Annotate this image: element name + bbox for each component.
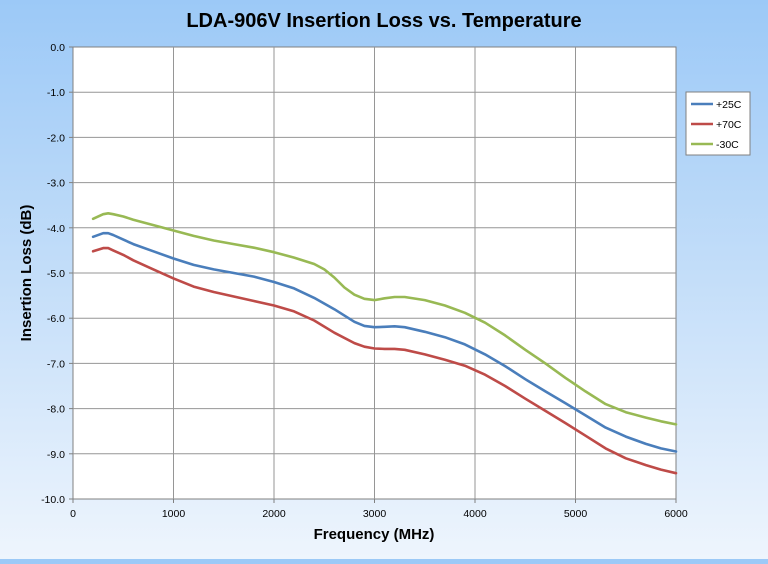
gridlines — [73, 47, 676, 499]
x-tick-label: 3000 — [363, 508, 387, 520]
y-tick-label: -1.0 — [47, 87, 65, 99]
legend-label: +25C — [716, 99, 742, 111]
x-tick-label: 6000 — [664, 508, 688, 520]
y-axis-ticks: 0.0 -1.0 -2.0 -3.0 -4.0 -5.0 -6.0 -7.0 -8.0 -9.0 -… — [41, 42, 73, 506]
x-tick-label: 0 — [70, 508, 76, 520]
legend-items: +25C +70C -30C — [691, 99, 742, 151]
x-tick-label: 1000 — [162, 508, 186, 520]
x-axis-title: Frequency (MHz) — [314, 526, 435, 543]
y-tick-label: -4.0 — [47, 223, 65, 235]
series-lines — [91, 212, 678, 475]
y-tick-label: 0.0 — [50, 42, 65, 54]
y-tick-label: -3.0 — [47, 178, 65, 190]
x-tick-label: 4000 — [463, 508, 487, 520]
legend: +25C +70C -30C — [685, 91, 751, 156]
series-line — [91, 231, 678, 453]
y-tick-label: -9.0 — [47, 449, 65, 461]
y-tick-label: -2.0 — [47, 132, 65, 144]
series-line — [91, 246, 678, 475]
x-tick-label: 2000 — [262, 508, 286, 520]
y-axis-title: Insertion Loss (dB) — [18, 205, 35, 342]
legend-label: +70C — [716, 119, 742, 131]
legend-label: -30C — [716, 139, 739, 151]
y-tick-label: -7.0 — [47, 358, 65, 370]
y-tick-label: -8.0 — [47, 404, 65, 416]
y-tick-label: -6.0 — [47, 313, 65, 325]
series-line — [91, 212, 678, 426]
chart-title: LDA-906V Insertion Loss vs. Temperature — [186, 10, 581, 32]
y-tick-label: -5.0 — [47, 268, 65, 280]
y-tick-label: -10.0 — [41, 494, 65, 506]
x-tick-label: 5000 — [564, 508, 588, 520]
x-axis-ticks: 0 1000 2000 3000 4000 5000 6000 — [70, 499, 688, 520]
